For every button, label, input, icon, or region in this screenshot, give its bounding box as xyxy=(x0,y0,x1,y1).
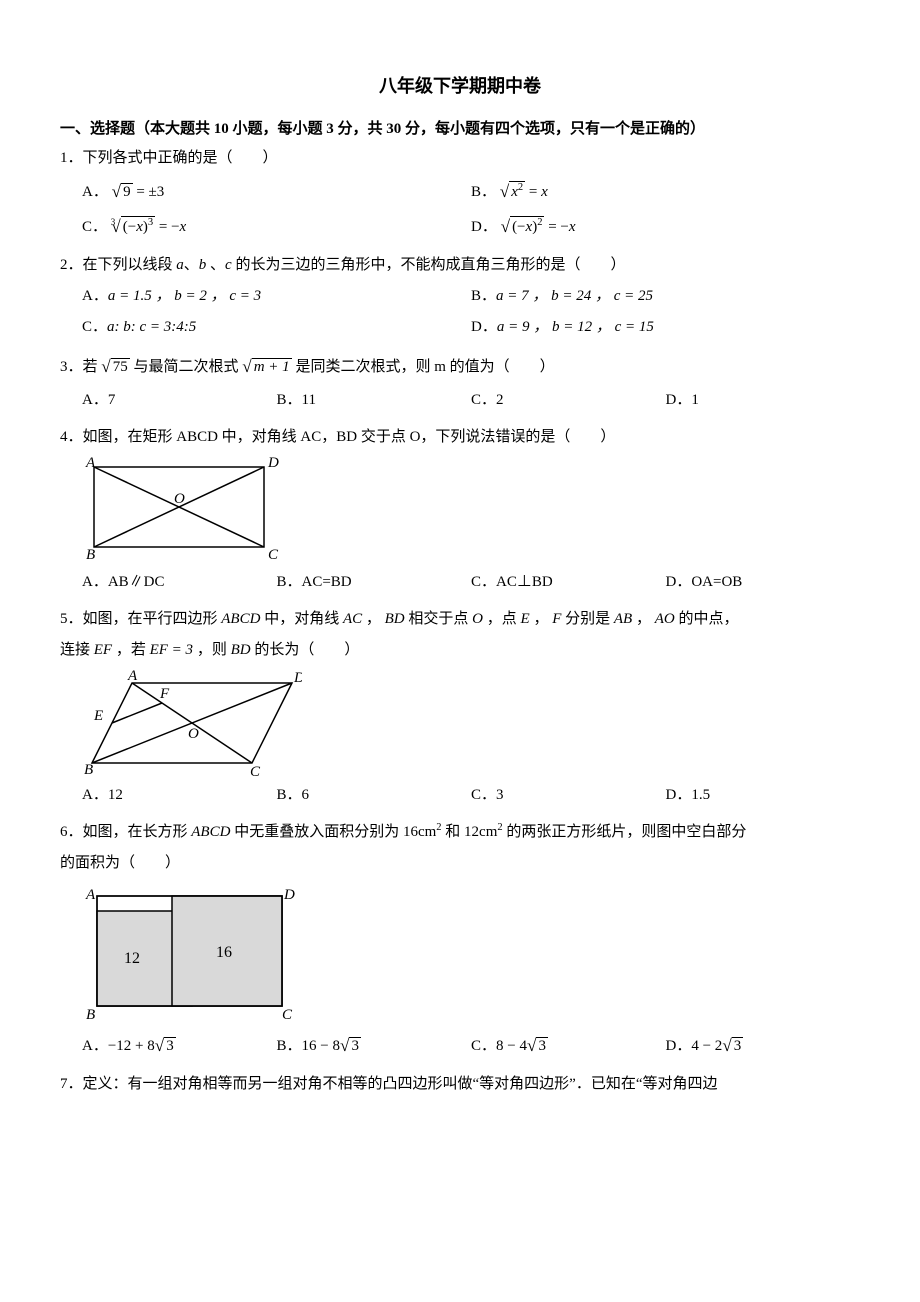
q5-opt-b: B．6 xyxy=(277,782,472,809)
q6-stem: 6．如图，在长方形 ABCD 中无重叠放入面积分别为 16cm2 和 12cm2… xyxy=(60,819,860,846)
section-heading: 一、选择题（本大题共 10 小题，每小题 3 分，共 30 分，每小题有四个选项… xyxy=(60,116,860,143)
question-7: 7．定义：有一组对角相等而另一组对角不相等的凸四边形叫做“等对角四边形”．已知在… xyxy=(60,1071,860,1098)
svg-text:O: O xyxy=(188,726,199,742)
svg-text:A: A xyxy=(85,887,96,903)
svg-text:O: O xyxy=(174,491,185,507)
q3-opt-a: A．7 xyxy=(82,387,277,414)
rectangle-diagonals-icon: A D B C O xyxy=(82,455,282,565)
q2-opt-b: B．a = 7 ， b = 24 ， c = 25 xyxy=(471,283,860,310)
q6-opt-d: D．4 − 2√3 xyxy=(666,1030,861,1061)
q5-stem-2: 连接 EF ，若 EF = 3 ，则 BD 的长为（ ） xyxy=(60,637,860,664)
svg-text:D: D xyxy=(283,887,295,903)
svg-text:D: D xyxy=(293,670,302,686)
q5-opt-c: C．3 xyxy=(471,782,666,809)
q3-opt-c: C．2 xyxy=(471,387,666,414)
question-2: 2．在下列以线段 a、b 、c 的长为三边的三角形中，不能构成直角三角形的是（ … xyxy=(60,252,860,345)
q5-opt-d: D．1.5 xyxy=(666,782,861,809)
svg-text:C: C xyxy=(268,547,279,563)
q1-stem: 1．下列各式中正确的是（ ） xyxy=(60,145,860,172)
q2-stem: 2．在下列以线段 a、b 、c 的长为三边的三角形中，不能构成直角三角形的是（ … xyxy=(60,252,860,279)
q3-stem: 3．若 √75 与最简二次根式 √m + 1 是同类二次根式，则 m 的值为（ … xyxy=(60,351,860,382)
q6-opt-c: C．8 − 4√3 xyxy=(471,1030,666,1061)
q2-opt-a: A．a = 1.5 ， b = 2 ， c = 3 xyxy=(82,283,471,310)
q6-opt-a: A．−12 + 8√3 xyxy=(82,1030,277,1061)
q5-opt-a: A．12 xyxy=(82,782,277,809)
question-6: 6．如图，在长方形 ABCD 中无重叠放入面积分别为 16cm2 和 12cm2… xyxy=(60,819,860,1065)
q6-figure: A D B C 12 16 xyxy=(82,881,860,1026)
svg-text:E: E xyxy=(93,708,103,724)
opt-label: A． xyxy=(82,184,108,200)
q5-stem: 5．如图，在平行四边形 ABCD 中，对角线 AC ， BD 相交于点 O ，点… xyxy=(60,606,860,633)
q1-opt-d: D． √(−x)2 = −x xyxy=(471,211,860,242)
nested-squares-icon: A D B C 12 16 xyxy=(82,881,302,1026)
q4-opt-d: D．OA=OB xyxy=(666,569,861,596)
exam-title: 八年级下学期期中卷 xyxy=(60,70,860,102)
question-3: 3．若 √75 与最简二次根式 √m + 1 是同类二次根式，则 m 的值为（ … xyxy=(60,351,860,417)
svg-text:B: B xyxy=(86,547,95,563)
q7-stem: 7．定义：有一组对角相等而另一组对角不相等的凸四边形叫做“等对角四边形”．已知在… xyxy=(60,1071,860,1098)
svg-text:A: A xyxy=(127,668,138,684)
q1-opt-a: A． √9 = ±3 xyxy=(82,176,471,207)
q1-opt-c: C． 3√(−x)3 = −x xyxy=(82,211,471,242)
q3-opt-d: D．1 xyxy=(666,387,861,414)
question-4: 4．如图，在矩形 ABCD 中，对角线 AC，BD 交于点 O，下列说法错误的是… xyxy=(60,424,860,600)
question-1: 1．下列各式中正确的是（ ） A． √9 = ±3 B． √x2 = x C． … xyxy=(60,145,860,246)
q4-opt-a: A．AB∥DC xyxy=(82,569,277,596)
q2-opt-d: D．a = 9 ， b = 12 ， c = 15 xyxy=(471,314,860,341)
q5-figure: A D B C E F O xyxy=(82,668,860,778)
q1-opt-b: B． √x2 = x xyxy=(471,176,860,207)
q6-opt-b: B．16 − 8√3 xyxy=(277,1030,472,1061)
q6-stem-2: 的面积为（ ） xyxy=(60,850,860,877)
svg-text:C: C xyxy=(282,1007,293,1023)
svg-text:C: C xyxy=(250,764,261,778)
q2-opt-c: C．a: b: c = 3:4:5 xyxy=(82,314,471,341)
svg-text:A: A xyxy=(85,455,96,471)
q4-opt-b: B．AC=BD xyxy=(277,569,472,596)
opt-label: D． xyxy=(471,219,497,235)
svg-text:B: B xyxy=(84,762,93,778)
opt-label: B． xyxy=(471,184,496,200)
svg-text:F: F xyxy=(159,686,170,702)
parallelogram-midpoints-icon: A D B C E F O xyxy=(82,668,302,778)
question-5: 5．如图，在平行四边形 ABCD 中，对角线 AC ， BD 相交于点 O ，点… xyxy=(60,606,860,813)
q4-figure: A D B C O xyxy=(82,455,860,565)
q3-opt-b: B．11 xyxy=(277,387,472,414)
svg-text:D: D xyxy=(267,455,279,471)
svg-text:12: 12 xyxy=(124,950,140,967)
svg-text:16: 16 xyxy=(216,944,232,961)
opt-label: C． xyxy=(82,219,107,235)
svg-text:B: B xyxy=(86,1007,95,1023)
q4-opt-c: C．AC⊥BD xyxy=(471,569,666,596)
q4-stem: 4．如图，在矩形 ABCD 中，对角线 AC，BD 交于点 O，下列说法错误的是… xyxy=(60,424,860,451)
